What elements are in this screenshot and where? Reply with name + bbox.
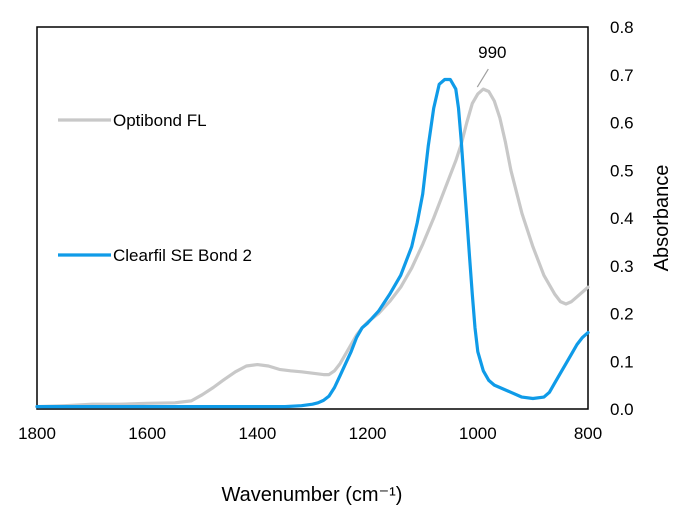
plot-frame	[36, 26, 589, 410]
legend-label-2: Clearfil SE Bond 2	[113, 246, 252, 265]
annotations: 990	[476, 43, 506, 88]
x-tick-label: 1000	[459, 424, 497, 443]
x-tick-label: 1800	[18, 424, 56, 443]
series-layer	[35, 77, 590, 409]
annotation-label: 990	[478, 43, 506, 62]
y-tick-label: 0.6	[610, 114, 634, 133]
y-tick-label: 0.2	[610, 305, 634, 324]
x-axis-title: Wavenumber (cm⁻¹)	[222, 484, 403, 506]
series-line-2	[35, 77, 590, 409]
y-tick-label: 0.8	[610, 18, 634, 37]
y-tick-label: 0.7	[610, 66, 634, 85]
y-tick-label: 0.1	[610, 352, 634, 371]
y-tick-label: 0.3	[610, 257, 634, 276]
x-tick-label: 1400	[238, 424, 276, 443]
annotation-leader	[476, 68, 489, 88]
series-line-1	[35, 87, 590, 409]
x-tick-label: 1600	[128, 424, 166, 443]
legend: Optibond FL Clearfil SE Bond 2	[58, 111, 252, 265]
x-tick-label: 800	[574, 424, 602, 443]
y-axis-title: Absorbance	[651, 165, 673, 272]
legend-label-1: Optibond FL	[113, 111, 207, 130]
y-tick-label: 0.4	[610, 209, 634, 228]
x-tick-label: 1200	[349, 424, 387, 443]
x-tick-labels: 1800 1600 1400 1200 1000 800	[18, 424, 602, 443]
y-tick-labels: 0.0 0.1 0.2 0.3 0.4 0.5 0.6 0.7 0.8	[610, 18, 634, 419]
y-tick-label: 0.5	[610, 161, 634, 180]
y-tick-label: 0.0	[610, 400, 634, 419]
